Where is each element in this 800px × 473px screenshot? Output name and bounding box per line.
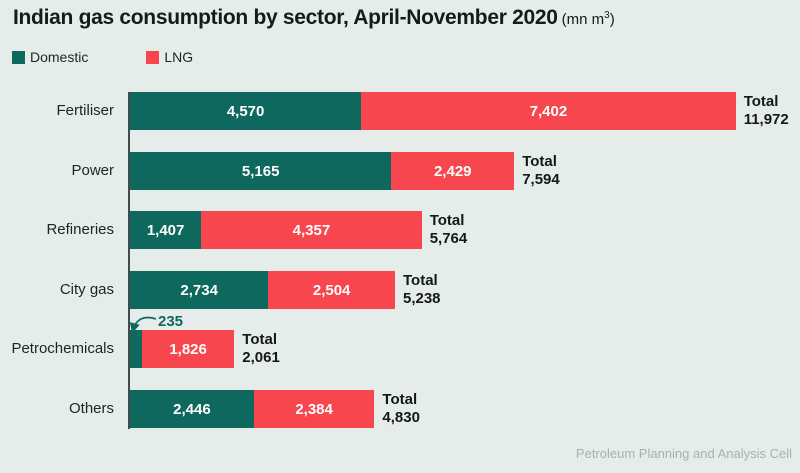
bar-row-refineries: 1,407 4,357 Total 5,764 bbox=[130, 211, 467, 249]
total-word: Total bbox=[402, 272, 438, 289]
bar-segment-lng: 4,357 bbox=[201, 211, 422, 249]
bar-segment-lng: 2,429 bbox=[391, 152, 515, 190]
total-label-block: Total 7,594 bbox=[522, 152, 560, 190]
category-label-fertiliser: Fertiliser bbox=[56, 102, 114, 119]
total-value: 4,830 bbox=[382, 409, 420, 426]
category-label-city-gas: City gas bbox=[59, 281, 114, 298]
bar-segment-lng: 2,384 bbox=[253, 390, 375, 428]
total-value: 11,972 bbox=[743, 111, 789, 128]
page-title: Indian gas consumption by sector, April-… bbox=[13, 6, 615, 30]
total-value: 5,764 bbox=[429, 230, 468, 247]
category-label-others: Others bbox=[68, 400, 114, 417]
legend-item-domestic: Domestic bbox=[12, 49, 88, 65]
total-value: 2,061 bbox=[242, 349, 280, 366]
chart-title: Indian gas consumption by sector, April-… bbox=[13, 6, 558, 29]
total-word: Total bbox=[429, 212, 465, 229]
total-word: Total bbox=[522, 153, 557, 170]
total-value: 7,594 bbox=[522, 171, 560, 188]
y-axis-line bbox=[128, 92, 130, 429]
bar-row-fertiliser: 4,570 7,402 Total 11,972 bbox=[130, 92, 789, 130]
bar-value-label: 2,429 bbox=[433, 162, 472, 180]
total-value: 5,238 bbox=[402, 290, 441, 307]
bar-value-label: 4,570 bbox=[226, 102, 265, 120]
total-label-block: Total 11,972 bbox=[744, 92, 789, 130]
total-word: Total bbox=[382, 391, 418, 408]
source-credit: Petroleum Planning and Analysis Cell bbox=[575, 446, 792, 461]
bar-value-label: 4,357 bbox=[292, 221, 331, 239]
bar-value-label: 1,826 bbox=[169, 340, 207, 358]
total-label-block: Total 5,238 bbox=[403, 271, 441, 309]
annotation-value: 235 bbox=[158, 313, 184, 330]
total-label-block: Total 2,061 bbox=[242, 330, 280, 368]
annotation-arrow-icon bbox=[126, 311, 158, 342]
bar-segment-domestic: 5,165 bbox=[130, 152, 392, 190]
bar-segment-domestic: 2,446 bbox=[130, 390, 254, 428]
category-label-power: Power bbox=[71, 162, 114, 179]
domestic-swatch-icon bbox=[12, 50, 25, 64]
bar-row-power: 5,165 2,429 Total 7,594 bbox=[130, 152, 560, 190]
bar-value-label: 2,384 bbox=[295, 400, 333, 418]
bar-value-label: 2,734 bbox=[180, 281, 218, 299]
category-label-refineries: Refineries bbox=[46, 221, 114, 238]
total-word: Total bbox=[743, 93, 779, 110]
bar-value-label: 5,165 bbox=[241, 162, 280, 180]
bar-row-others: 2,446 2,384 Total 4,830 bbox=[130, 390, 420, 428]
bar-segment-lng: 7,402 bbox=[361, 92, 736, 130]
bar-value-label: 2,504 bbox=[312, 281, 351, 299]
legend-label-domestic: Domestic bbox=[30, 49, 89, 65]
bar-segment-domestic bbox=[130, 330, 142, 368]
chart-unit: (mn m3) bbox=[561, 10, 615, 28]
bar-row-petrochemicals: 1,826 Total 2,061 bbox=[130, 330, 280, 368]
category-label-petrochemicals: Petrochemicals bbox=[11, 340, 114, 357]
legend: Domestic LNG bbox=[12, 49, 193, 65]
bar-segment-lng: 2,504 bbox=[268, 271, 395, 309]
bar-value-label: 7,402 bbox=[529, 102, 568, 120]
total-word: Total bbox=[242, 331, 277, 348]
bar-value-label: 1,407 bbox=[146, 221, 185, 239]
legend-item-lng: LNG bbox=[146, 49, 193, 65]
bar-segment-domestic: 4,570 bbox=[130, 92, 362, 130]
total-label-block: Total 4,830 bbox=[382, 390, 420, 428]
total-label-block: Total 5,764 bbox=[430, 211, 468, 249]
legend-label-lng: LNG bbox=[164, 49, 194, 65]
bar-segment-domestic: 2,734 bbox=[130, 271, 269, 309]
bar-value-label: 2,446 bbox=[173, 400, 211, 418]
lng-swatch-icon bbox=[146, 50, 160, 64]
bar-segment-domestic: 1,407 bbox=[130, 211, 202, 249]
bar-segment-lng: 1,826 bbox=[141, 330, 235, 368]
bar-row-city-gas: 2,734 2,504 Total 5,238 bbox=[130, 271, 441, 309]
